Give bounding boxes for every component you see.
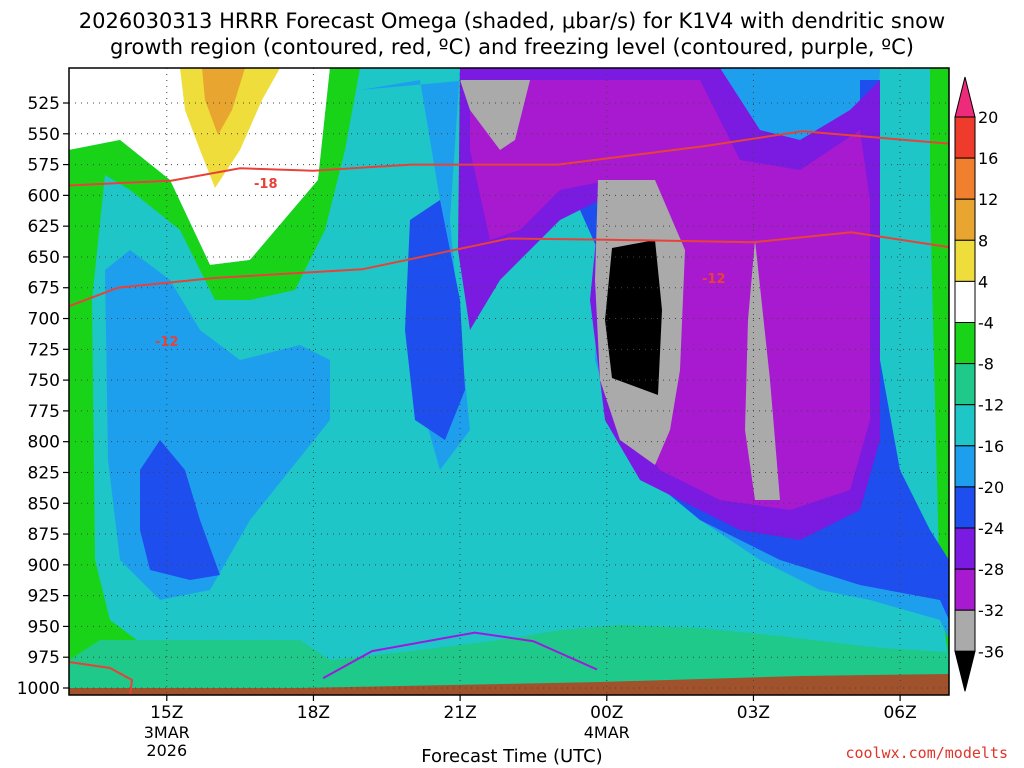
colorbar-swatch [954,322,976,365]
y-tick-label: 1000 [17,679,60,699]
colorbar-label: 20 [978,108,998,127]
colorbar-label: 4 [978,272,988,291]
y-axis: 525 550 575 600 625 650 675 700 725 750 775 800 825 8… [17,94,69,699]
y-tick-label: 900 [28,556,60,576]
gridlines [69,68,949,695]
y-tick-label: 850 [28,494,60,514]
credit-text[interactable]: coolwx.com/modelts [845,744,1008,762]
colorbar-label: -8 [978,355,994,374]
contour-label-minus12-left: -12 [155,335,179,350]
y-tick-label: 625 [28,217,60,237]
contour-label-minus12-right: -12 [702,272,726,287]
y-tick-label: 675 [28,279,60,299]
x-tick-label: 03Z [737,703,770,723]
y-tick-label: 825 [28,463,60,483]
colorbar-swatch [954,116,976,159]
colorbar-label: -16 [978,437,1004,456]
colorbar-label: -24 [978,519,1004,538]
colorbar-label: 16 [978,149,998,168]
omega-shading [69,68,949,695]
colorbar-swatch [954,527,976,570]
contour-minus12 [69,231,949,308]
x-tick-label: 15Z [150,703,183,723]
y-tick-label: 800 [28,433,60,453]
colorbar-swatch [954,404,976,447]
colorbar-swatch [954,445,976,488]
omega-fill-36 [605,240,662,395]
plot-frame [68,67,950,696]
y-tick-label: 525 [28,94,60,114]
y-tick-label: 975 [28,648,60,668]
omega-fill-20 [140,440,220,580]
colorbar-label: -12 [978,396,1004,415]
y-tick-label: 875 [28,525,60,545]
omega-fill-weak [69,68,949,695]
y-tick-label: 725 [28,340,60,360]
contour-freezing-level [322,631,598,679]
colorbar-swatch [954,568,976,611]
y-tick-label: 575 [28,156,60,176]
y-tick-label: 550 [28,125,60,145]
y-tick-label: 775 [28,402,60,422]
x-tick-sublabel: 4MAR [584,723,630,742]
colorbar: 20 16 12 8 4 -4 -8 -12 -16 -20 -24 -28 -32 -36 [954,76,1004,692]
colorbar-label: 8 [978,231,988,250]
y-tick-label: 750 [28,371,60,391]
x-tick-label: 21Z [443,703,476,723]
colorbar-label: -20 [978,478,1004,497]
x-tick-sublabel: 3MAR [144,723,190,742]
chart-title-line1: 2026030313 HRRR Forecast Omega (shaded, … [78,9,946,33]
x-tick-label: 00Z [590,703,623,723]
colorbar-swatch [954,157,976,200]
chart-title-line2: growth region (contoured, red, ºC) and f… [110,35,914,59]
y-tick-label: 650 [28,248,60,268]
colorbar-label: -28 [978,560,1004,579]
omega-fill-neutral [69,68,330,265]
contour-surface-red [69,661,134,695]
x-axis-title: Forecast Time (UTC) [421,746,603,767]
contour-minus18 [69,130,949,187]
colorbar-label: -32 [978,601,1004,620]
colorbar-swatch [954,609,976,652]
colorbar-label: -36 [978,642,1004,661]
colorbar-swatch [954,198,976,241]
y-tick-label: 925 [28,587,60,607]
ground [69,674,949,695]
colorbar-label: -4 [978,314,994,333]
colorbar-label: 12 [978,190,998,209]
colorbar-swatch [954,486,976,529]
contour-label-minus18: -18 [254,177,278,192]
colorbar-arrow-bottom [954,650,976,692]
x-tick-label: 18Z [297,703,330,723]
x-tick-year: 2026 [146,741,187,760]
x-tick-label: 06Z [883,703,916,723]
colorbar-swatch [954,363,976,406]
colorbar-swatch [954,280,976,323]
omega-fill-32 [460,80,530,150]
y-tick-label: 700 [28,310,60,330]
colorbar-swatch [954,239,976,282]
colorbar-arrow-top [954,76,976,118]
y-tick-label: 950 [28,617,60,637]
y-tick-label: 600 [28,186,60,206]
